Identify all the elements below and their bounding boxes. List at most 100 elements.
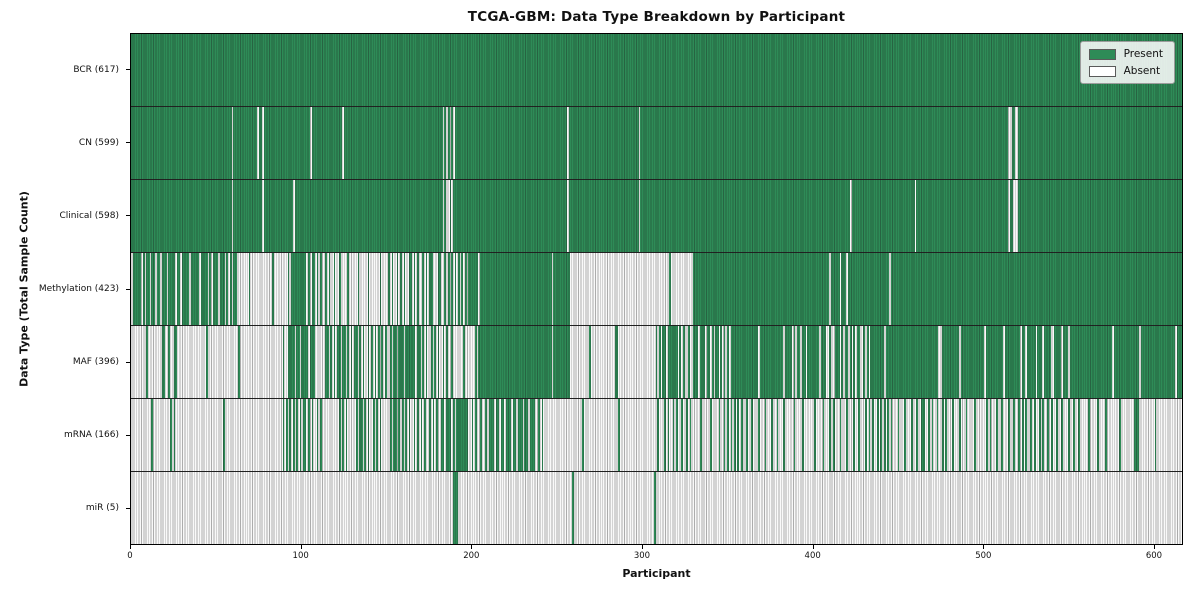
present-span bbox=[420, 399, 423, 471]
present-span bbox=[463, 326, 465, 398]
present-span bbox=[529, 399, 535, 471]
present-span bbox=[870, 326, 884, 398]
present-span bbox=[764, 399, 767, 471]
present-span bbox=[931, 399, 934, 471]
present-span bbox=[405, 399, 407, 471]
present-span bbox=[834, 326, 840, 398]
present-span bbox=[401, 399, 404, 471]
present-span bbox=[589, 326, 591, 398]
present-span bbox=[377, 326, 380, 398]
present-span bbox=[212, 253, 218, 325]
present-span bbox=[911, 399, 913, 471]
present-span bbox=[730, 326, 758, 398]
present-span bbox=[723, 326, 726, 398]
present-span bbox=[797, 326, 801, 398]
present-span bbox=[1069, 326, 1113, 398]
present-span bbox=[226, 253, 229, 325]
present-span bbox=[272, 253, 275, 325]
present-span bbox=[655, 326, 658, 398]
legend-label: Absent bbox=[1123, 65, 1161, 77]
present-span bbox=[389, 326, 392, 398]
present-span bbox=[296, 326, 300, 398]
present-span bbox=[447, 107, 450, 179]
present-span bbox=[916, 399, 918, 471]
present-span bbox=[863, 326, 866, 398]
present-span bbox=[1018, 107, 1182, 179]
present-span bbox=[488, 399, 494, 471]
x-tick-label: 600 bbox=[1145, 551, 1163, 561]
present-span bbox=[1033, 399, 1036, 471]
present-span bbox=[357, 253, 360, 325]
present-span bbox=[444, 107, 447, 179]
present-span bbox=[689, 399, 692, 471]
present-span bbox=[417, 399, 419, 471]
present-span bbox=[538, 399, 540, 471]
present-span bbox=[480, 253, 552, 325]
present-span bbox=[989, 399, 992, 471]
present-span bbox=[350, 326, 353, 398]
x-tick-mark bbox=[812, 545, 814, 549]
present-span bbox=[444, 253, 447, 325]
present-span bbox=[500, 399, 505, 471]
present-span bbox=[706, 326, 711, 398]
present-span bbox=[449, 180, 452, 252]
present-span bbox=[316, 253, 319, 325]
present-span bbox=[936, 399, 939, 471]
present-span bbox=[325, 253, 327, 325]
present-span bbox=[131, 180, 232, 252]
present-span bbox=[287, 326, 295, 398]
present-span bbox=[471, 399, 474, 471]
present-span bbox=[848, 253, 889, 325]
present-span bbox=[1061, 399, 1063, 471]
present-span bbox=[229, 253, 232, 325]
present-span bbox=[657, 399, 660, 471]
present-span bbox=[408, 253, 413, 325]
present-span bbox=[1088, 399, 1091, 471]
y-tick-label: CN (599) bbox=[78, 137, 119, 148]
present-span bbox=[209, 253, 212, 325]
present-span bbox=[384, 326, 387, 398]
present-span bbox=[618, 399, 620, 471]
present-span bbox=[1176, 326, 1182, 398]
chart-title: TCGA-GBM: Data Type Breakdown by Partici… bbox=[467, 9, 846, 25]
present-span bbox=[446, 326, 448, 398]
present-span bbox=[1021, 326, 1026, 398]
present-span bbox=[429, 399, 431, 471]
present-span bbox=[846, 399, 849, 471]
present-span bbox=[495, 399, 499, 471]
present-span bbox=[640, 107, 1009, 179]
present-span bbox=[667, 399, 670, 471]
y-tick-mark bbox=[126, 507, 130, 509]
x-tick-label: 0 bbox=[127, 551, 133, 561]
present-span bbox=[802, 326, 806, 398]
present-span bbox=[205, 326, 208, 398]
present-span bbox=[468, 253, 479, 325]
present-span bbox=[355, 399, 358, 471]
present-span bbox=[408, 399, 411, 471]
present-span bbox=[168, 326, 171, 398]
x-tick-mark bbox=[1153, 545, 1155, 549]
present-span bbox=[328, 253, 331, 325]
present-span bbox=[452, 399, 455, 471]
present-span bbox=[282, 326, 285, 398]
present-span bbox=[904, 399, 907, 471]
present-span bbox=[393, 399, 397, 471]
present-span bbox=[921, 399, 925, 471]
present-span bbox=[345, 399, 348, 471]
present-span bbox=[1118, 399, 1121, 471]
x-tick-label: 500 bbox=[975, 551, 992, 561]
present-span bbox=[301, 326, 309, 398]
present-span bbox=[413, 253, 416, 325]
present-span bbox=[877, 399, 879, 471]
present-span bbox=[785, 326, 792, 398]
present-span bbox=[1072, 399, 1075, 471]
plot-area: Present Absent bbox=[130, 33, 1183, 545]
present-span bbox=[952, 399, 954, 471]
present-span bbox=[303, 399, 307, 471]
present-span bbox=[485, 399, 487, 471]
present-span bbox=[568, 107, 639, 179]
present-span bbox=[456, 399, 469, 471]
present-span bbox=[928, 399, 930, 471]
present-span bbox=[437, 326, 440, 398]
present-span bbox=[396, 253, 399, 325]
